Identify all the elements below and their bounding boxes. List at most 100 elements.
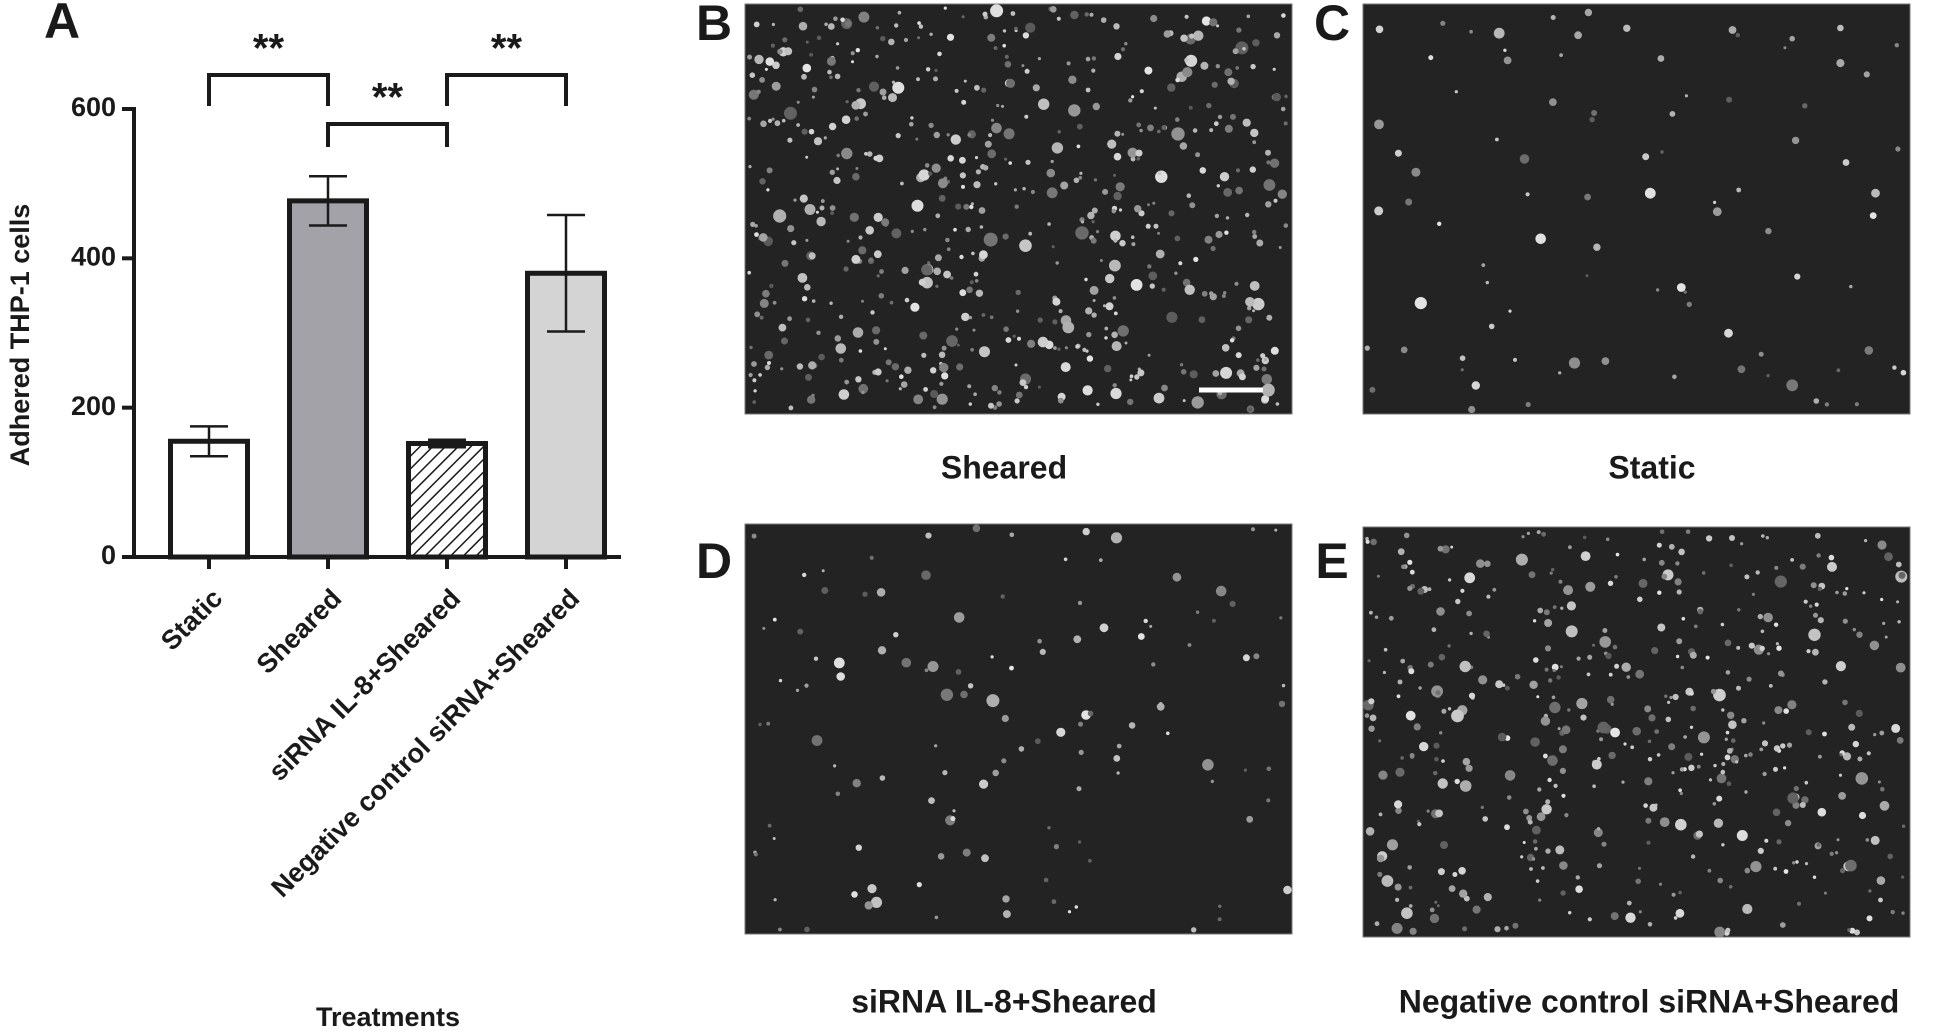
cell (1242, 118, 1251, 127)
cell (1161, 287, 1166, 292)
cell (1163, 30, 1172, 38)
cell (1757, 613, 1764, 620)
cell (1188, 105, 1193, 110)
cell (1376, 574, 1380, 578)
cell (1812, 875, 1817, 879)
cell (1660, 150, 1664, 154)
cell (1273, 32, 1281, 39)
cell (1667, 700, 1671, 705)
cell (1441, 545, 1450, 554)
cell (1364, 713, 1370, 718)
cell (851, 891, 858, 898)
cell (782, 37, 788, 43)
cell (1768, 684, 1773, 688)
cell (950, 816, 956, 822)
cell (1684, 752, 1693, 761)
cell (778, 323, 787, 332)
cell (966, 286, 973, 294)
cell (1593, 243, 1601, 251)
cell (1150, 14, 1158, 23)
cell (1383, 647, 1388, 652)
cell (1864, 346, 1874, 355)
cell (1180, 34, 1188, 42)
cell (1064, 346, 1068, 350)
cell (1713, 818, 1724, 828)
cell (1113, 152, 1122, 161)
cell (1209, 18, 1218, 27)
cell (773, 209, 787, 223)
cell (1195, 610, 1200, 614)
cell (1748, 642, 1755, 649)
cell (1576, 697, 1588, 710)
cell (1091, 220, 1095, 224)
cell (1256, 239, 1264, 247)
cell (982, 165, 989, 171)
cell (1185, 54, 1198, 67)
cell (879, 88, 887, 96)
cell (1623, 742, 1627, 746)
cell (1143, 618, 1148, 624)
cell (1235, 352, 1242, 359)
cell (1681, 616, 1686, 621)
cell (1153, 223, 1159, 229)
cell (1535, 879, 1540, 883)
cell (1089, 12, 1094, 17)
cell (1705, 655, 1710, 660)
cell (1056, 727, 1066, 737)
cell (809, 52, 813, 57)
cell (1161, 384, 1168, 392)
cell (1459, 660, 1471, 673)
cell (1606, 695, 1615, 704)
cell (796, 363, 804, 370)
cell (888, 38, 895, 46)
cell (970, 202, 975, 206)
cell (1076, 123, 1083, 130)
cell (1716, 795, 1723, 802)
cell (1283, 121, 1288, 126)
cell (1050, 159, 1054, 164)
cell (1112, 383, 1117, 388)
cell (981, 854, 989, 863)
cell (1568, 545, 1572, 550)
cell (1725, 927, 1731, 933)
cell (772, 617, 777, 622)
cell (1396, 694, 1401, 699)
cell (1002, 43, 1006, 48)
cell (1243, 768, 1247, 772)
cell (748, 89, 759, 100)
cell (1551, 695, 1556, 700)
cell (1191, 396, 1204, 409)
cell (987, 149, 997, 159)
cell (1447, 644, 1451, 648)
cell (833, 176, 841, 185)
cell (1744, 753, 1748, 758)
cell (1552, 605, 1557, 609)
cell (1014, 204, 1019, 209)
cell (904, 297, 910, 303)
cell (781, 259, 789, 267)
cell (1215, 63, 1221, 69)
cell (1654, 729, 1660, 734)
cell (1253, 364, 1260, 371)
cell (931, 163, 941, 173)
cell (1721, 843, 1725, 847)
cell (950, 134, 961, 145)
cell (1435, 809, 1443, 818)
cell (1720, 622, 1725, 627)
cell (937, 178, 948, 189)
cell (778, 927, 782, 932)
cell (1269, 158, 1280, 168)
cell (1187, 643, 1192, 647)
cell (1019, 239, 1032, 252)
cell (1688, 764, 1695, 771)
cell (879, 269, 884, 274)
cell (804, 926, 810, 933)
cell (1037, 317, 1043, 323)
cell (1440, 841, 1448, 849)
cell (838, 357, 844, 363)
cell (1391, 922, 1403, 934)
cell (1152, 201, 1156, 205)
cell (979, 779, 989, 789)
cell (1000, 594, 1005, 599)
cell (1278, 700, 1286, 708)
